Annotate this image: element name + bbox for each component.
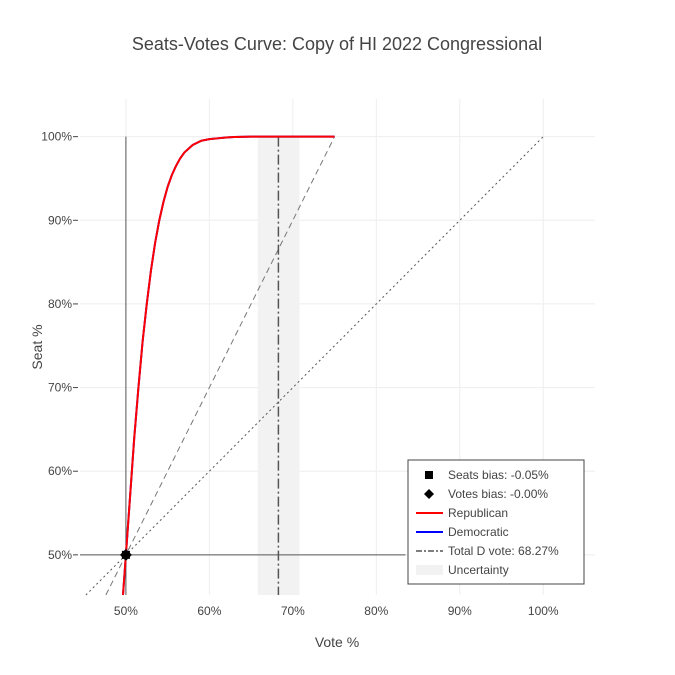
legend-label: Uncertainty bbox=[448, 563, 509, 577]
x-tick-label: 100% bbox=[528, 604, 559, 618]
y-tick-label: 70% bbox=[48, 381, 72, 395]
series-line-democratic bbox=[121, 135, 335, 596]
legend-symbol-band bbox=[416, 565, 443, 575]
x-tick-label: 50% bbox=[114, 604, 138, 618]
legend-label: Seats bias: -0.05% bbox=[448, 468, 549, 482]
y-axis-title: Seat % bbox=[29, 324, 45, 369]
y-tick-label: 100% bbox=[41, 130, 72, 144]
y-tick-label: 60% bbox=[48, 464, 72, 478]
legend-symbol-square bbox=[425, 471, 433, 479]
x-axis-title: Vote % bbox=[315, 634, 359, 650]
y-tick-label: 80% bbox=[48, 297, 72, 311]
x-tick-label: 90% bbox=[448, 604, 472, 618]
legend: Seats bias: -0.05% Votes bias: -0.00% Repu… bbox=[407, 459, 585, 585]
legend-label: Votes bias: -0.00% bbox=[448, 487, 548, 501]
legend-label: Democratic bbox=[448, 525, 509, 539]
y-tick-label: 50% bbox=[48, 548, 72, 562]
x-tick-label: 60% bbox=[197, 604, 221, 618]
responsiveness-line bbox=[105, 136, 336, 596]
chart-title: Seats-Votes Curve: Copy of HI 2022 Congr… bbox=[132, 34, 542, 54]
plot-area: 50% 60% 70% 80% 90% 100% 50% 60% 70% 80% 90% 100% bbox=[41, 99, 595, 618]
legend-label: Republican bbox=[448, 506, 508, 520]
legend-symbol-diamond bbox=[424, 489, 434, 499]
x-tick-label: 80% bbox=[364, 604, 388, 618]
x-tick-label: 70% bbox=[281, 604, 305, 618]
y-tick-label: 90% bbox=[48, 213, 72, 227]
legend-box bbox=[407, 459, 585, 585]
seats-bias-marker bbox=[121, 550, 130, 559]
series-line-republican bbox=[121, 135, 335, 596]
legend-label: Total D vote: 68.27% bbox=[448, 544, 559, 558]
